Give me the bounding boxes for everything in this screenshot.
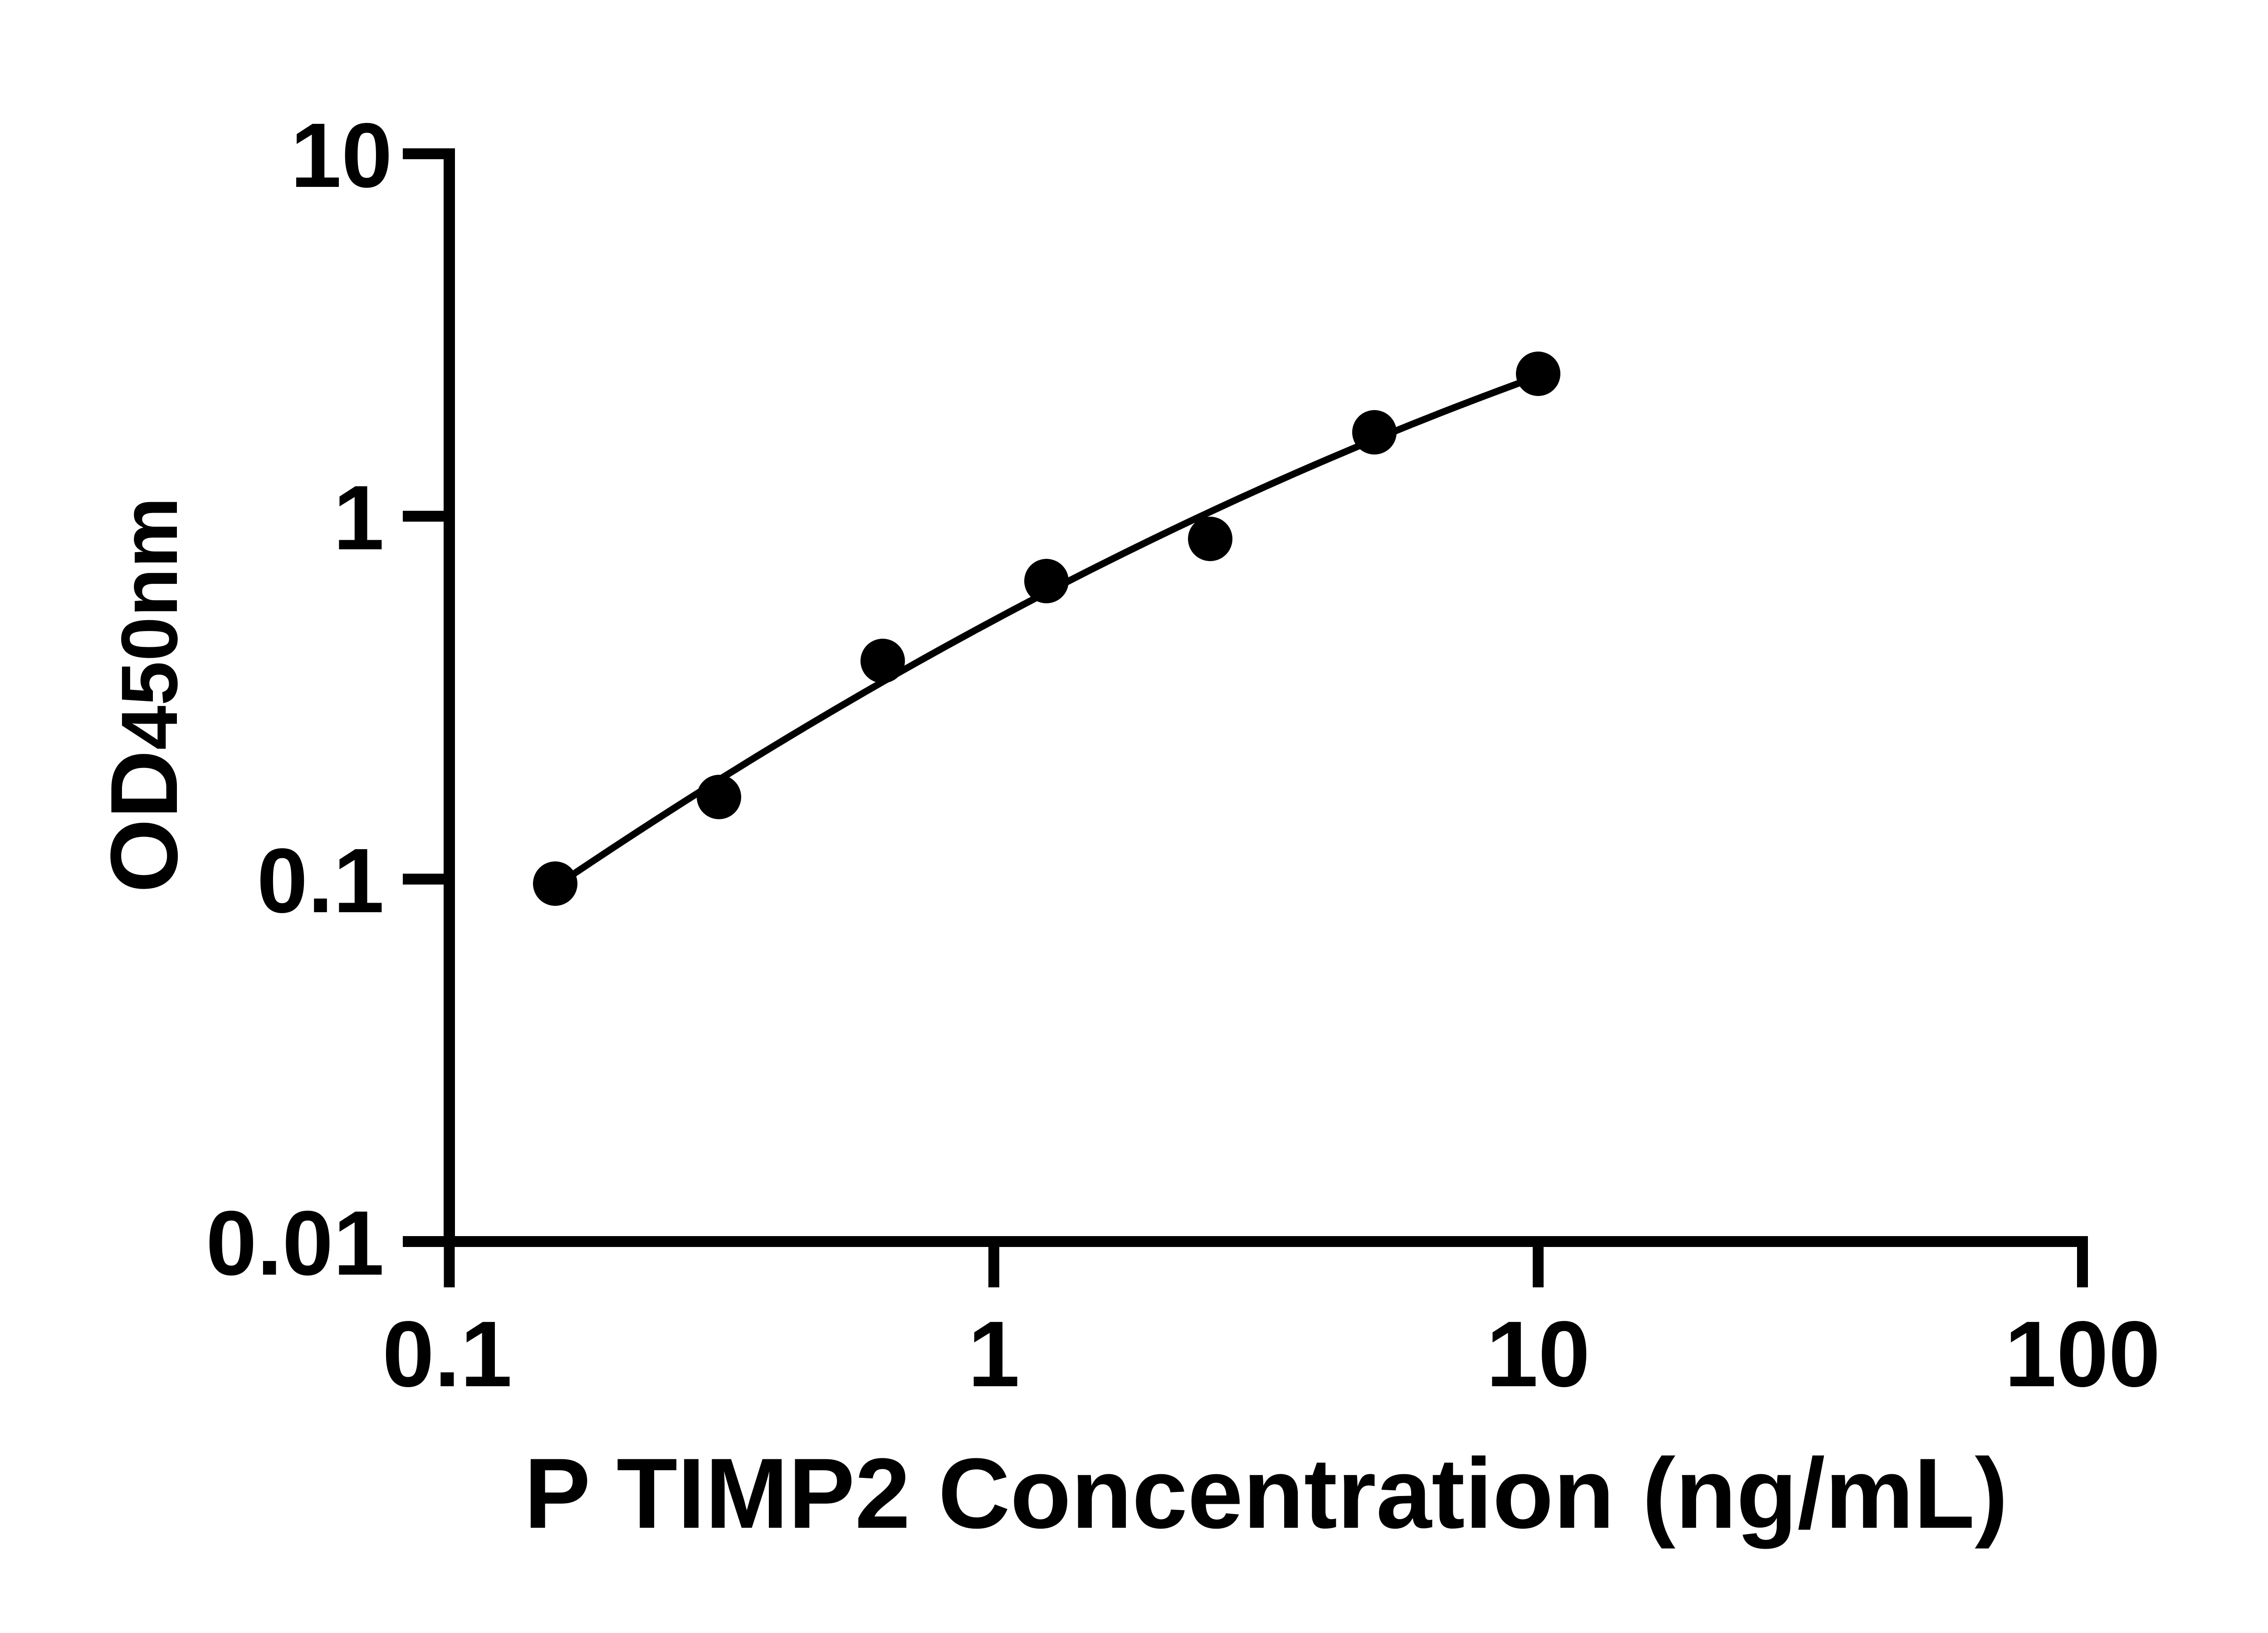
svg-text:1: 1: [333, 466, 384, 569]
svg-text:10: 10: [1486, 1302, 1590, 1406]
svg-text:P TIMP2 Concentration (ng/mL): P TIMP2 Concentration (ng/mL): [524, 1437, 2008, 1549]
svg-text:1: 1: [968, 1302, 1020, 1406]
svg-text:0.01: 0.01: [206, 1192, 384, 1294]
svg-text:0.1: 0.1: [257, 829, 384, 932]
svg-text:100: 100: [2004, 1302, 2160, 1406]
svg-text:10: 10: [290, 104, 392, 206]
svg-text:OD450nm: OD450nm: [91, 497, 197, 893]
svg-text:0.1: 0.1: [382, 1302, 512, 1406]
